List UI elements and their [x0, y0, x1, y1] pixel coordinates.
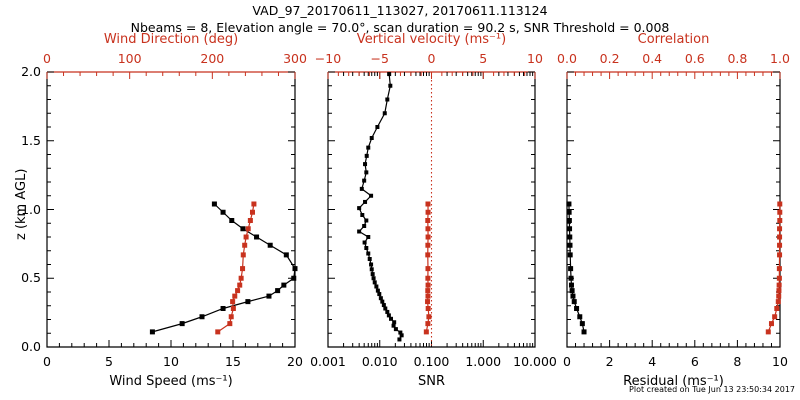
x-axis-label: Residual (ms⁻¹) [623, 374, 724, 389]
x-tick-label: 10 [163, 354, 179, 369]
y-tick-label: 1.0 [21, 201, 41, 217]
x-top-tick-label: 100 [117, 51, 142, 66]
x-tick-label: 2 [605, 354, 614, 369]
x-tick-label: 15 [225, 354, 241, 369]
x-tick-label: 6 [690, 354, 699, 369]
x-top-axis-label: Correlation [637, 32, 710, 47]
x-tick-label: 20 [287, 354, 303, 369]
x-tick-label: 10 [772, 354, 788, 369]
x-axis-label: Wind Speed (ms⁻¹) [109, 374, 233, 389]
x-tick-label: 0.100 [413, 354, 450, 369]
x-tick-label: 0 [563, 354, 571, 369]
x-top-tick-label: 0.4 [642, 51, 663, 66]
x-tick-label: 4 [648, 354, 657, 369]
x-tick-label: 5 [105, 354, 113, 369]
x-top-tick-label: 0.8 [727, 51, 748, 66]
x-tick-label: 0.001 [310, 354, 346, 369]
x-top-tick-label: −5 [370, 51, 389, 66]
x-tick-label: 1.000 [465, 354, 502, 369]
x-top-tick-label: 0.6 [684, 51, 705, 66]
x-tick-label: 0 [43, 354, 51, 369]
y-tick-label: 0.0 [21, 339, 41, 354]
x-top-axis-label: Vertical velocity (ms⁻¹) [356, 32, 507, 47]
x-tick-label: 8 [733, 354, 742, 369]
x-top-tick-label: 0.2 [599, 51, 620, 66]
x-top-tick-label: 1.0 [770, 51, 790, 66]
x-top-tick-label: 0.0 [557, 51, 577, 66]
x-top-tick-label: 10 [527, 51, 543, 66]
x-top-axis-label: Wind Direction (deg) [103, 32, 239, 47]
plot-title: VAD_97_20170611_113027, 20170611.113124 [252, 3, 548, 18]
x-tick-label: 10.000 [513, 354, 557, 369]
y-tick-label: 0.5 [21, 270, 41, 286]
x-top-tick-label: 200 [200, 51, 225, 66]
x-top-tick-label: 0 [427, 51, 436, 66]
plot-subtitle: Nbeams = 8, Elevation angle = 70.0°, sca… [130, 20, 670, 35]
x-top-tick-label: −10 [314, 51, 342, 66]
x-top-tick-label: 0 [43, 51, 51, 66]
y-tick-label: 2.0 [21, 64, 41, 79]
y-tick-label: 1.5 [21, 132, 41, 148]
x-top-tick-label: 300 [283, 51, 307, 66]
x-axis-label: SNR [417, 374, 446, 389]
x-top-tick-label: 5 [479, 51, 488, 66]
plot-footer: Plot created on Tue Jun 13 23:50:34 2017 [629, 385, 795, 394]
x-tick-label: 0.010 [361, 354, 398, 369]
